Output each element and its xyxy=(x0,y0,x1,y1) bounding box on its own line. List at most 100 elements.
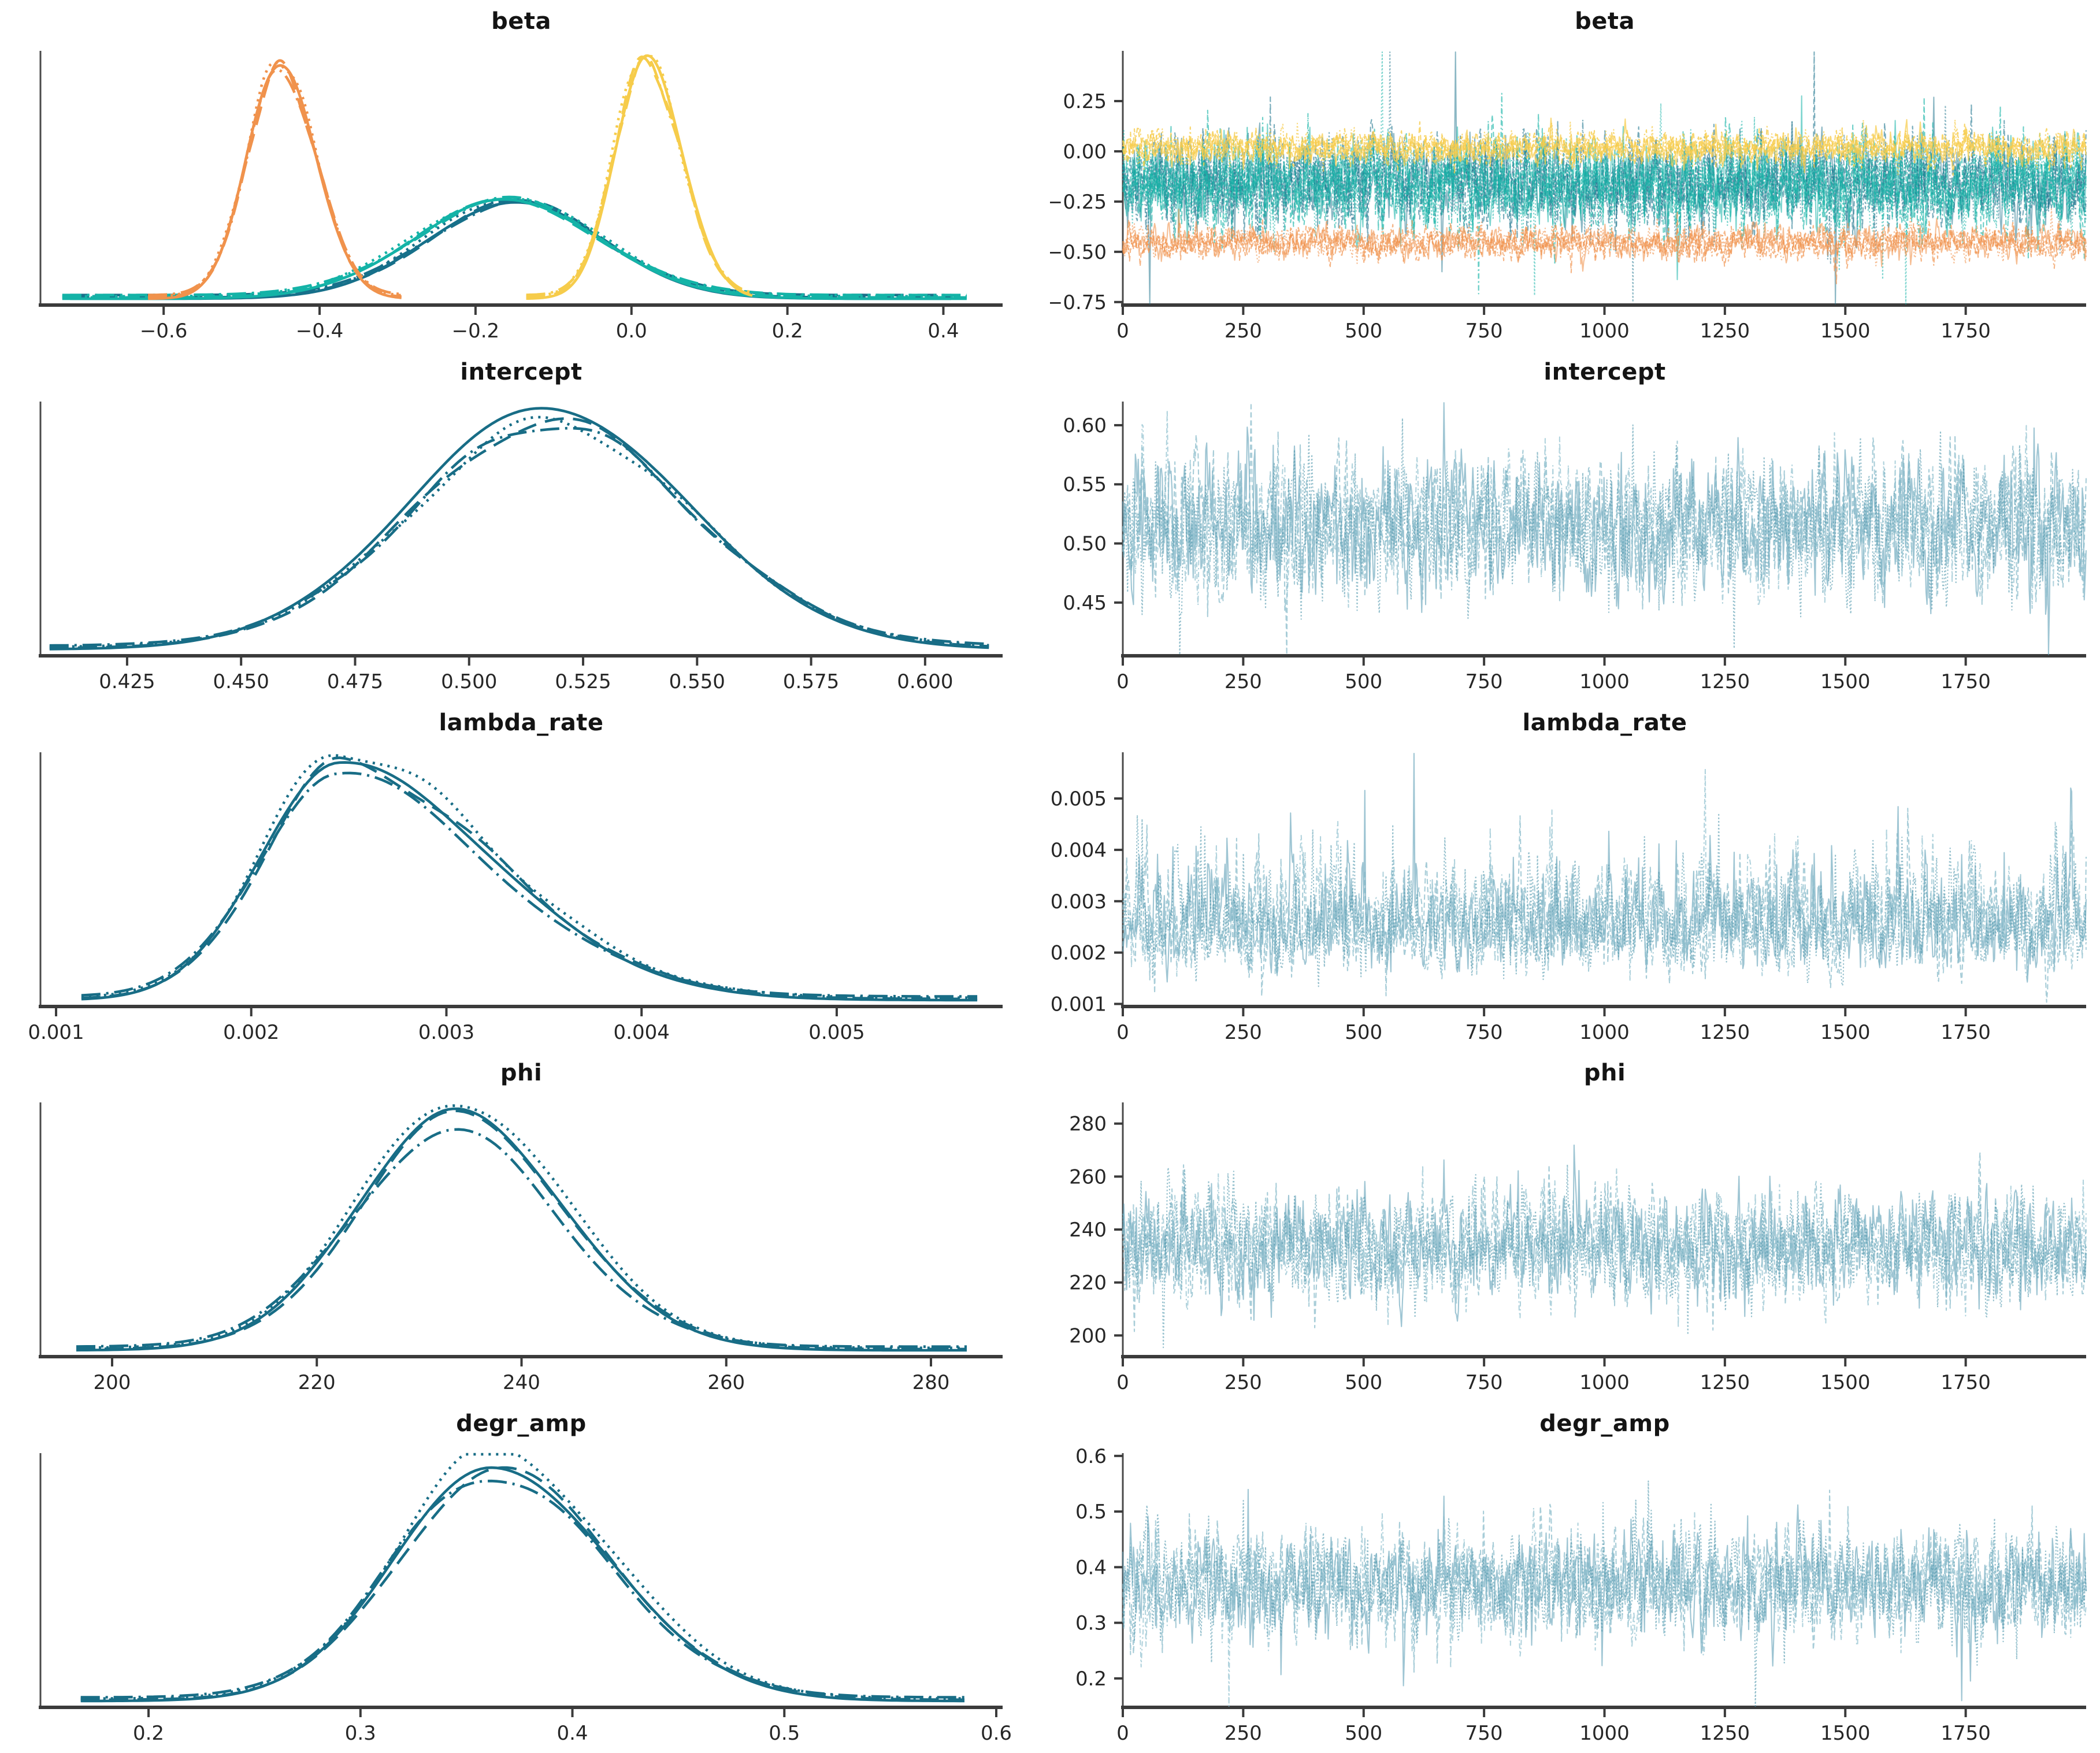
beta-dim0-trace-chain-2 xyxy=(1122,51,2087,303)
phi-trace-chain-0 xyxy=(1122,1145,2087,1328)
x-axis-tick-label: 240 xyxy=(503,1371,540,1394)
intercept-kde-chain-2 xyxy=(49,415,989,648)
beta-dim2-kde-chain-0 xyxy=(148,64,402,300)
y-axis-tick-label: 0.00 xyxy=(1063,140,1107,164)
beta-trace-canvas: 0 250 500 750 1000 1250 1500 1750 0.25 0.00 −0.25 −… xyxy=(1050,50,2087,343)
x-axis-tick-label: 1500 xyxy=(1820,670,1871,693)
x-axis-tick-label: 0.575 xyxy=(783,670,839,693)
y-axis-tick-label: 0.2 xyxy=(1075,1667,1107,1691)
y-axis-tick-label: 0.004 xyxy=(1051,838,1107,861)
beta-density-canvas: −0.6 −0.4 −0.2 0.0 0.2 0.4 xyxy=(39,50,1003,343)
x-axis-tick-label: 0 xyxy=(1116,320,1129,343)
intercept-density-title: intercept xyxy=(460,358,582,385)
x-axis-tick-label: 1750 xyxy=(1941,1021,1991,1044)
x-axis-tick-label: 0.003 xyxy=(418,1021,474,1044)
beta-dim3-trace-chain-3 xyxy=(1122,125,2087,175)
x-axis-tick-label: −0.4 xyxy=(296,320,344,343)
lambda-rate-density-canvas: 0.001 0.002 0.003 0.004 0.005 xyxy=(28,752,1003,1044)
x-axis-tick-label: 250 xyxy=(1225,1722,1262,1745)
x-axis-tick-label: 0.3 xyxy=(345,1722,376,1745)
x-axis-tick-label: 1500 xyxy=(1820,1722,1871,1745)
degr-amp-density-canvas: 0.2 0.3 0.4 0.5 0.6 xyxy=(39,1453,1012,1745)
x-axis-tick-label: 1000 xyxy=(1579,1021,1630,1044)
y-axis-tick-label: 0.60 xyxy=(1063,414,1107,437)
intercept-kde-chain-0 xyxy=(49,406,989,651)
x-axis-tick-label: 0.004 xyxy=(614,1021,670,1044)
x-axis-tick-label: 0.2 xyxy=(772,320,803,343)
y-axis-tick-label: 0.55 xyxy=(1063,473,1107,496)
phi-trace-title: phi xyxy=(1583,1060,1626,1087)
x-axis-tick-label: 0.500 xyxy=(441,670,497,693)
degr_amp-kde-chain-3 xyxy=(80,1480,964,1699)
phi-trace-chain-2 xyxy=(1122,1164,2087,1349)
degr-amp-trace-title: degr_amp xyxy=(1539,1410,1670,1438)
x-axis-tick-label: 1000 xyxy=(1579,670,1630,693)
beta-dim1-kde-chain-0 xyxy=(62,198,967,300)
x-axis-tick-label: 1000 xyxy=(1579,1722,1630,1745)
x-axis-tick-label: −0.6 xyxy=(140,320,188,343)
x-axis-tick-label: 0.001 xyxy=(28,1021,84,1044)
beta-dim2-kde-chain-1 xyxy=(148,59,402,299)
lambda-rate-density-title: lambda_rate xyxy=(439,709,604,736)
lambda-rate-trace-panel: lambda_rate 0 250 500 750 1000 1250 1500 1750 0.… xyxy=(1050,701,2100,1052)
x-axis-tick-label: 1250 xyxy=(1700,1371,1750,1394)
x-axis-tick-label: 0 xyxy=(1116,1722,1129,1745)
beta-dim1-trace-chain-2 xyxy=(1122,51,2087,305)
y-axis-tick-label: −0.75 xyxy=(1050,291,1107,314)
beta-dim1-kde-chain-1 xyxy=(62,198,967,299)
x-axis-tick-label: 1000 xyxy=(1579,1371,1630,1394)
x-axis-tick-label: 750 xyxy=(1465,1722,1503,1745)
intercept-density-canvas: 0.425 0.450 0.475 0.500 0.525 0.550 0.575 0.600 xyxy=(39,401,1003,693)
phi-trace-chain-3 xyxy=(1122,1165,2087,1329)
y-axis-tick-label: 200 xyxy=(1069,1325,1107,1348)
lambda_rate-kde-chain-0 xyxy=(81,760,978,1001)
y-axis-tick-label: 0.4 xyxy=(1075,1557,1107,1580)
x-axis-tick-label: 1500 xyxy=(1820,320,1871,343)
x-axis-tick-label: 1250 xyxy=(1700,1722,1750,1745)
x-axis-tick-label: 250 xyxy=(1225,1371,1262,1394)
x-axis-tick-label: 0 xyxy=(1116,1371,1129,1394)
x-axis-tick-label: 500 xyxy=(1345,670,1382,693)
x-axis-tick-label: 250 xyxy=(1225,670,1262,693)
x-axis-tick-label: 250 xyxy=(1225,320,1262,343)
x-axis-tick-label: 260 xyxy=(707,1371,745,1394)
y-axis-tick-label: 0.45 xyxy=(1063,592,1107,615)
x-axis-tick-label: 0.6 xyxy=(981,1722,1012,1745)
beta-dim1-kde-chain-3 xyxy=(62,195,967,296)
y-axis-tick-label: 280 xyxy=(1069,1113,1107,1136)
degr_amp-kde-chain-2 xyxy=(80,1453,965,1700)
beta-density-panel: beta −0.6 −0.4 −0.2 0.0 0.2 0.4 xyxy=(0,0,1050,351)
lambda-rate-trace-title: lambda_rate xyxy=(1522,709,1687,736)
y-axis-tick-label: 0.3 xyxy=(1075,1612,1107,1635)
degr_amp-kde-chain-1 xyxy=(80,1466,964,1702)
beta-trace-panel: beta 0 250 500 750 1000 1250 1500 1750 0.25 0.00 −… xyxy=(1050,0,2100,351)
x-axis-tick-label: 1250 xyxy=(1700,670,1750,693)
x-axis-tick-label: 200 xyxy=(94,1371,131,1394)
x-axis-tick-label: 1500 xyxy=(1820,1021,1871,1044)
x-axis-tick-label: 500 xyxy=(1345,320,1382,343)
y-axis-tick-label: 0.50 xyxy=(1063,532,1107,555)
y-axis-tick-label: −0.25 xyxy=(1050,191,1107,214)
lambda_rate-kde-chain-1 xyxy=(81,756,978,1000)
x-axis-tick-label: 1000 xyxy=(1579,320,1630,343)
degr_amp-trace-chain-2 xyxy=(1122,1480,2087,1707)
x-axis-tick-label: 0.002 xyxy=(223,1021,279,1044)
x-axis-tick-label: 0.2 xyxy=(133,1722,164,1745)
y-axis-tick-label: 0.5 xyxy=(1075,1501,1107,1524)
x-axis-tick-label: 1750 xyxy=(1941,1371,1991,1394)
y-axis-tick-label: −0.50 xyxy=(1050,241,1107,264)
x-axis-tick-label: 0 xyxy=(1116,670,1129,693)
phi-density-panel: phi 200 220 240 260 280 xyxy=(0,1052,1050,1402)
y-axis-tick-label: 0.003 xyxy=(1051,890,1107,913)
phi-kde-chain-1 xyxy=(76,1109,967,1351)
degr_amp-trace-chain-3 xyxy=(1122,1507,2087,1707)
y-axis-tick-label: 0.002 xyxy=(1051,941,1107,964)
y-axis-tick-label: 0.001 xyxy=(1051,993,1107,1016)
x-axis-tick-label: 0.600 xyxy=(897,670,953,693)
beta-dim2-trace-chain-3 xyxy=(1122,219,2087,269)
beta-dim2-kde-chain-3 xyxy=(148,68,402,296)
x-axis-tick-label: 750 xyxy=(1465,1371,1503,1394)
x-axis-tick-label: 1750 xyxy=(1941,320,1991,343)
degr-amp-density-panel: degr_amp 0.2 0.3 0.4 0.5 0.6 xyxy=(0,1402,1050,1753)
intercept-trace-canvas: 0 250 500 750 1000 1250 1500 1750 0.45 0.50 0.55 0.… xyxy=(1063,401,2087,693)
